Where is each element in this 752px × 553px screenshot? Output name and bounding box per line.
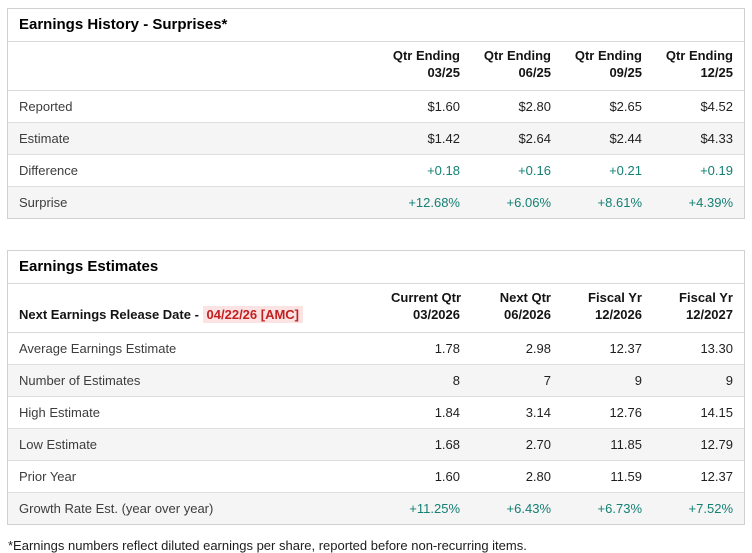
row-label: Number of Estimates <box>8 363 380 397</box>
earnings-estimates-title: Earnings Estimates <box>8 251 744 284</box>
cell-value: 3.14 <box>471 395 562 429</box>
table-row-difference: Difference +0.18 +0.16 +0.21 +0.19 <box>8 153 744 187</box>
table-row-high-estimate: High Estimate 1.84 3.14 12.76 14.15 <box>8 395 744 429</box>
cell-value: +6.06% <box>471 185 562 218</box>
row-label: Reported <box>19 98 73 114</box>
row-label: Difference <box>8 153 380 187</box>
row-label: Estimate <box>8 121 380 155</box>
cell-value: +4.39% <box>653 185 744 218</box>
row-label: Prior Year <box>8 459 380 493</box>
cell-value: 7 <box>471 363 562 397</box>
next-earnings-release-date: Next Earnings Release Date - 04/22/26 [A… <box>8 283 380 333</box>
history-header-spacer <box>8 42 380 91</box>
table-row-average-earnings-estimate: Average Earnings Estimate 1.78 2.98 12.3… <box>8 332 744 364</box>
estimates-column-header: Fiscal Yr 12/2026 <box>562 283 653 333</box>
table-row-estimate: Estimate $1.42 $2.64 $2.44 $4.33 <box>8 121 744 155</box>
table-row-surprise: Surprise +12.68% +6.06% +8.61% +4.39% <box>8 185 744 218</box>
cell-value: 12.37 <box>653 459 744 493</box>
cell-value: 2.80 <box>471 459 562 493</box>
cell-value: +0.21 <box>562 153 653 187</box>
earnings-history-table: Qtr Ending 03/25 Qtr Ending 06/25 Qtr En… <box>8 42 744 218</box>
table-row-number-of-estimates: Number of Estimates 8 7 9 9 <box>8 363 744 397</box>
cell-value: 1.60 <box>380 459 471 493</box>
earnings-footnote: *Earnings numbers reflect diluted earnin… <box>8 537 527 553</box>
cell-value: 13.30 <box>700 340 733 356</box>
history-column-header: Qtr Ending 03/25 <box>380 42 471 91</box>
cell-value: $2.80 <box>518 98 551 114</box>
cell-value: $4.52 <box>700 98 733 114</box>
cell-value: $2.44 <box>562 121 653 155</box>
cell-value: 9 <box>562 363 653 397</box>
cell-value: +6.43% <box>471 491 562 524</box>
cell-value: 1.68 <box>380 427 471 461</box>
cell-value: 14.15 <box>653 395 744 429</box>
cell-value: 9 <box>653 363 744 397</box>
cell-value: 2.98 <box>525 340 551 356</box>
cell-value: +6.73% <box>562 491 653 524</box>
table-row-reported: Reported $1.60 $2.80 $2.65 $4.52 <box>8 90 744 122</box>
cell-value: +8.61% <box>562 185 653 218</box>
cell-value: $4.33 <box>653 121 744 155</box>
estimates-column-header: Current Qtr 03/2026 <box>380 283 471 333</box>
cell-value: 1.84 <box>380 395 471 429</box>
earnings-history-panel: Earnings History - Surprises* Qtr Ending… <box>7 8 745 219</box>
cell-value: 8 <box>380 363 471 397</box>
cell-value: $2.64 <box>471 121 562 155</box>
cell-value: $1.60 <box>427 98 460 114</box>
row-label: Surprise <box>8 185 380 218</box>
estimates-column-header: Next Qtr 06/2026 <box>471 283 562 333</box>
cell-value: 2.70 <box>471 427 562 461</box>
row-label: Growth Rate Est. (year over year) <box>8 491 380 524</box>
cell-value: 1.78 <box>434 340 460 356</box>
estimates-column-header: Fiscal Yr 12/2027 <box>653 283 744 333</box>
cell-value: $2.65 <box>609 98 642 114</box>
cell-value: +0.19 <box>653 153 744 187</box>
cell-value: $1.42 <box>380 121 471 155</box>
row-label: Average Earnings Estimate <box>19 340 177 356</box>
cell-value: +12.68% <box>380 185 471 218</box>
earnings-estimates-table: Next Earnings Release Date - 04/22/26 [A… <box>8 283 744 524</box>
table-row-prior-year: Prior Year 1.60 2.80 11.59 12.37 <box>8 459 744 493</box>
row-label: High Estimate <box>8 395 380 429</box>
cell-value: +7.52% <box>653 491 744 524</box>
release-date-badge: 04/22/26 [AMC] <box>202 305 304 323</box>
cell-value: 12.37 <box>609 340 642 356</box>
earnings-history-title: Earnings History - Surprises* <box>8 9 744 42</box>
cell-value: +11.25% <box>380 491 471 524</box>
cell-value: 12.79 <box>653 427 744 461</box>
cell-value: 11.85 <box>562 427 653 461</box>
table-row-growth-rate-est: Growth Rate Est. (year over year) +11.25… <box>8 491 744 524</box>
cell-value: 12.76 <box>562 395 653 429</box>
cell-value: +0.16 <box>471 153 562 187</box>
row-label: Low Estimate <box>8 427 380 461</box>
history-column-header: Qtr Ending 12/25 <box>653 42 744 91</box>
history-header-row: Qtr Ending 03/25 Qtr Ending 06/25 Qtr En… <box>8 42 744 91</box>
release-date-label: Next Earnings Release Date - <box>19 306 203 322</box>
estimates-header-row: Next Earnings Release Date - 04/22/26 [A… <box>8 283 744 333</box>
cell-value: 11.59 <box>562 459 653 493</box>
history-column-header: Qtr Ending 09/25 <box>562 42 653 91</box>
earnings-estimates-panel: Earnings Estimates Next Earnings Release… <box>7 249 745 525</box>
history-column-header: Qtr Ending 06/25 <box>471 42 562 91</box>
table-row-low-estimate: Low Estimate 1.68 2.70 11.85 12.79 <box>8 427 744 461</box>
cell-value: +0.18 <box>380 153 471 187</box>
